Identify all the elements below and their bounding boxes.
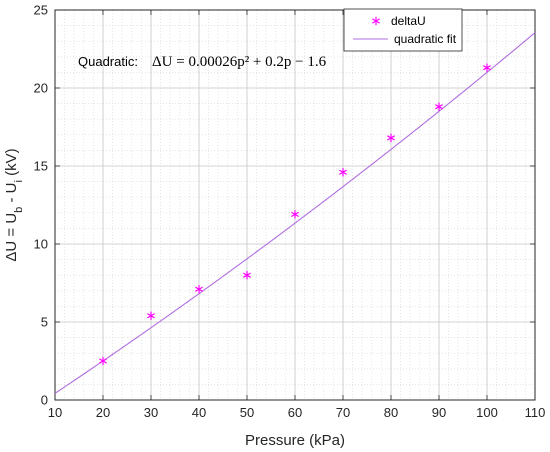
marker-stroke xyxy=(291,211,299,217)
marker-stroke xyxy=(195,286,203,292)
data-point xyxy=(435,102,443,111)
legend-label-quadratic-fit: quadratic fit xyxy=(394,32,457,46)
marker-stroke xyxy=(243,272,251,278)
data-point xyxy=(387,133,395,143)
legend-marker-asterisk xyxy=(372,16,380,26)
y-axis-title-part: (kV) xyxy=(3,148,20,180)
data-points-layer xyxy=(99,63,491,366)
y-axis-title-subscript: i xyxy=(13,180,25,182)
legend-box xyxy=(343,8,463,52)
x-tick-label: 70 xyxy=(336,405,350,420)
y-tick-label: 5 xyxy=(41,315,48,330)
data-point xyxy=(339,168,347,177)
y-axis-title: ΔU = Ub - Ui (kV) xyxy=(3,148,25,261)
x-tick-label: 100 xyxy=(476,405,498,420)
annotation-equation: ΔU = 0.00026p² + 0.2p − 1.6 xyxy=(152,54,327,70)
x-tick-label: 110 xyxy=(525,405,546,420)
data-point xyxy=(195,285,203,294)
fit-line-quadratic xyxy=(54,32,536,394)
marker-stroke xyxy=(99,358,107,364)
y-tick-label: 10 xyxy=(34,237,48,252)
y-tick-label: 25 xyxy=(34,3,48,18)
x-tick-label: 90 xyxy=(432,405,446,420)
marker-stroke xyxy=(483,65,491,71)
legend: deltaU quadratic fit xyxy=(343,8,463,52)
marker-stroke xyxy=(147,313,155,319)
legend-label-deltaU: deltaU xyxy=(391,14,426,28)
x-tick-label: 80 xyxy=(384,405,398,420)
x-tick-label: 20 xyxy=(96,405,110,420)
marker-stroke xyxy=(372,18,380,24)
marker-stroke xyxy=(339,169,347,175)
y-axis-title-part: ΔU = U xyxy=(3,213,20,262)
marker-stroke xyxy=(435,104,443,110)
data-point xyxy=(483,63,491,72)
data-point xyxy=(243,271,251,280)
y-tick-label: 15 xyxy=(34,159,48,174)
annotation-label: Quadratic: xyxy=(78,54,138,69)
y-tick-label: 20 xyxy=(34,81,48,96)
y-axis-title-subscript: b xyxy=(13,207,25,213)
data-point xyxy=(99,356,107,366)
data-point xyxy=(147,311,155,320)
tick-labels: 10 20 30 40 50 60 70 80 90 100 110 0 5 10 15 20 25 xyxy=(34,3,546,421)
y-tick-label: 0 xyxy=(41,393,48,408)
x-tick-label: 50 xyxy=(240,405,254,420)
y-axis-title-part: - U xyxy=(3,183,20,207)
x-axis-title: Pressure (kPa) xyxy=(245,432,345,449)
legend-marker-deltaU xyxy=(372,16,380,26)
marker-stroke xyxy=(387,135,395,141)
data-point xyxy=(291,210,299,219)
x-tick-label: 10 xyxy=(48,405,62,420)
x-tick-label: 30 xyxy=(144,405,158,420)
fit-line-layer xyxy=(54,32,536,394)
x-tick-label: 40 xyxy=(192,405,206,420)
x-tick-label: 60 xyxy=(288,405,302,420)
